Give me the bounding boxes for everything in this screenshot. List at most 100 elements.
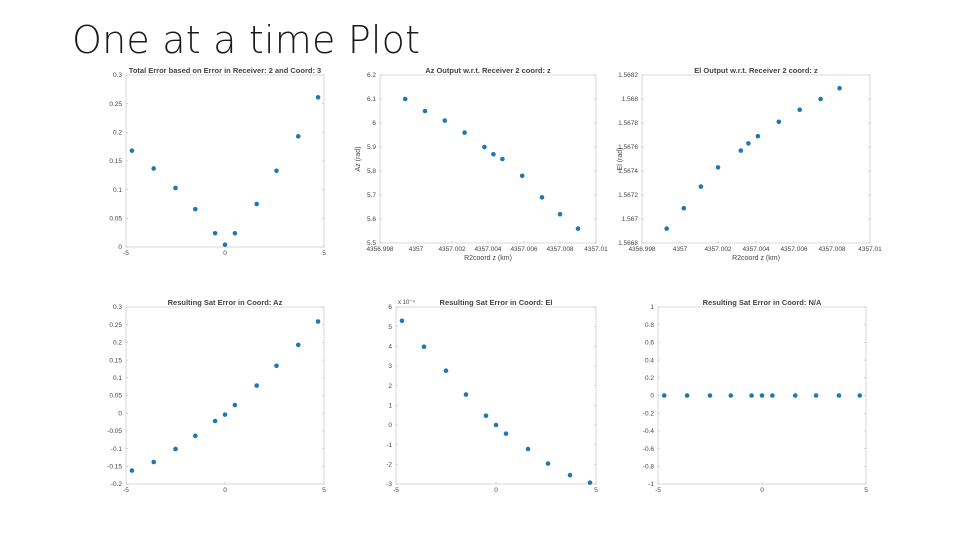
data-point — [274, 168, 279, 174]
y-tick-label: 0.15 — [109, 158, 122, 165]
data-point — [818, 96, 823, 102]
data-point — [503, 431, 509, 436]
plot-title: Az Output w.r.t. Receiver 2 coord: z — [425, 66, 551, 75]
data-point — [232, 402, 238, 408]
y-tick-label: 0.25 — [109, 322, 122, 329]
data-point — [402, 96, 408, 102]
data-point — [728, 393, 734, 398]
x-tick-label: 4356.998 — [628, 246, 655, 253]
plot-total-error: Total Error based on Error in Receiver: … — [109, 66, 326, 257]
data-point — [482, 144, 487, 150]
y-tick-label: 0 — [118, 410, 122, 417]
data-point — [491, 151, 496, 157]
data-point — [463, 392, 469, 397]
data-point — [684, 393, 690, 398]
y-tick-label: -0.05 — [107, 428, 122, 435]
y-tick-label: 5.7 — [367, 192, 376, 199]
y-tick-label: 2 — [388, 383, 392, 390]
data-point — [254, 383, 259, 388]
y-tick-label: -1 — [648, 481, 654, 488]
data-point — [837, 85, 842, 91]
data-point — [173, 185, 178, 191]
data-point — [813, 393, 819, 398]
y-tick-label: 4 — [388, 344, 392, 351]
data-point — [661, 393, 667, 398]
plot-frame — [125, 306, 325, 485]
x-tick-label: 0 — [223, 487, 227, 494]
data-point — [212, 230, 218, 236]
data-point — [193, 206, 198, 212]
x-tick-label: 5 — [322, 487, 326, 494]
data-point — [315, 95, 321, 100]
y-tick-label: 1 — [388, 403, 392, 410]
y-tick-label: 5.6 — [367, 216, 376, 223]
y-tick-label: -1 — [386, 442, 392, 449]
plot-frame — [395, 306, 597, 485]
y-tick-label: 1.567 — [622, 216, 639, 223]
x-axis-label: R2coord z (km) — [464, 255, 512, 262]
data-point — [557, 211, 563, 217]
y-tick-label: -0.4 — [643, 428, 655, 435]
data-point — [212, 418, 218, 424]
y-tick-label: -3 — [386, 481, 392, 488]
x-tick-label: 4357.002 — [438, 246, 465, 253]
data-point — [776, 119, 782, 125]
x-tick-label: 0 — [494, 487, 498, 494]
y-tick-label: -2 — [386, 462, 392, 469]
data-point — [738, 148, 744, 153]
y-tick-label: 0 — [118, 244, 122, 251]
y-tick-label: 0.4 — [645, 357, 654, 364]
x-tick-label: 4357.008 — [818, 246, 845, 253]
x-tick-label: 4357 — [409, 246, 424, 253]
plot-frame — [379, 74, 597, 244]
plot-sat-error-az: Resulting Sat Error in Coord: Az -0.2 -0.1… — [107, 298, 326, 494]
y-tick-label: -0.8 — [643, 464, 655, 471]
x-tick-label: -5 — [123, 250, 129, 257]
y-tick-label: 1.568 — [622, 96, 639, 103]
y-tick-label: 1.5676 — [618, 144, 638, 151]
y-tick-label: 0.1 — [113, 375, 122, 382]
data-point — [857, 393, 863, 398]
y-tick-label: 6.2 — [367, 72, 376, 79]
data-point — [129, 148, 135, 153]
data-point — [151, 459, 157, 465]
data-point — [792, 393, 798, 398]
y-tick-label: -0.6 — [643, 446, 655, 453]
x-tick-label: -5 — [123, 487, 129, 494]
x-tick-label: 4356.998 — [366, 246, 393, 253]
plot-sat-error-el: Resulting Sat Error in Coord: El -3 -2 -1 0 1… — [386, 298, 598, 494]
data-point — [315, 319, 321, 324]
y-tick-label: 0.3 — [113, 72, 122, 79]
plot-el-output: El Output w.r.t. Receiver 2 coord: z 1.56… — [617, 66, 882, 262]
y-tick-label: 5 — [388, 324, 392, 331]
x-tick-label: 4357.008 — [546, 246, 573, 253]
x-tick-label: 5 — [322, 250, 326, 257]
data-point — [254, 201, 259, 207]
data-point — [500, 156, 505, 162]
plot-title: El Output w.r.t. Receiver 2 coord: z — [694, 66, 818, 75]
x-tick-label: 5 — [864, 487, 868, 494]
data-point — [539, 195, 545, 200]
y-tick-label: 0.15 — [109, 357, 122, 364]
y-tick-label: -0.2 — [643, 410, 655, 417]
x-tick-label: 5 — [594, 487, 598, 494]
data-point — [421, 344, 427, 350]
data-point — [698, 184, 704, 189]
data-point — [797, 107, 802, 113]
plot-title: Total Error based on Error in Receiver: … — [129, 66, 321, 75]
y-tick-label: 1.5668 — [618, 240, 638, 247]
y-tick-label: 0.2 — [113, 340, 122, 347]
y-tick-label: 1.5682 — [618, 72, 638, 79]
data-point — [151, 166, 157, 171]
data-point — [422, 108, 428, 114]
data-point — [483, 413, 489, 419]
x-tick-label: 4357.01 — [858, 246, 882, 253]
data-point — [749, 393, 754, 398]
y-tick-label: 0.1 — [113, 187, 122, 194]
y-axis-label: El (rad) — [617, 148, 624, 171]
data-point — [295, 342, 301, 348]
data-point — [681, 205, 687, 211]
data-point — [173, 446, 178, 452]
y-tick-label: 0.3 — [113, 304, 122, 311]
x-tick-label: 0 — [223, 250, 227, 257]
